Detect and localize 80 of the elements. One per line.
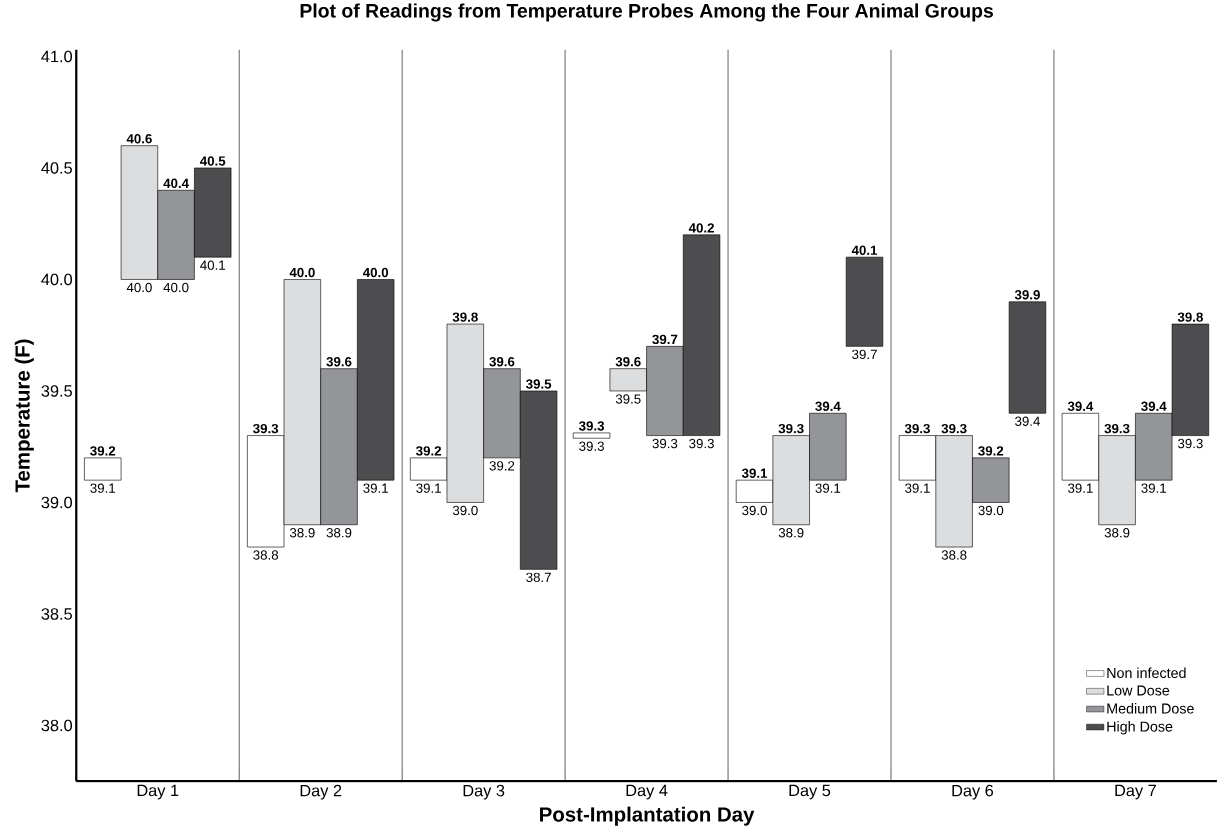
data-label: 39.8 (452, 312, 478, 322)
y-tick-label: 40.0 (41, 273, 73, 286)
data-label: 39.3 (578, 421, 605, 431)
annotation: 39.3 (652, 438, 678, 449)
x-tick-label: Day 7 (1115, 784, 1156, 800)
x-tick-label: Day 1 (137, 784, 179, 800)
data-label: 39.6 (326, 356, 352, 367)
legend-label: Medium Dose (1107, 703, 1194, 714)
data-label: 39.3 (253, 423, 279, 434)
data-label: 40.0 (289, 267, 315, 278)
data-label: 40.2 (688, 223, 714, 233)
annotation: 39.1 (363, 483, 388, 493)
annotation: 38.8 (941, 550, 967, 560)
data-label: 40.0 (362, 267, 389, 278)
annotation: 39.1 (90, 483, 116, 493)
data-label: 40.6 (126, 133, 152, 144)
data-label: 40.4 (163, 178, 189, 188)
legend-label: High Dose (1107, 721, 1173, 735)
data-label: 39.9 (1014, 290, 1040, 300)
annotation: 39.1 (416, 483, 441, 493)
annotation: 38.9 (289, 527, 315, 538)
data-label: 39.1 (741, 468, 768, 478)
annotation: 38.8 (253, 550, 279, 560)
annotation: 38.9 (326, 527, 352, 538)
annotation: 39.0 (978, 505, 1004, 516)
x-tick-label: Day 3 (463, 784, 505, 800)
data-label: 39.2 (416, 446, 442, 456)
x-tick-label: Day 4 (626, 784, 668, 800)
data-label: 39.5 (526, 379, 552, 389)
data-label: 39.3 (941, 423, 967, 434)
y-tick-label: 39.0 (41, 496, 73, 509)
data-label: 39.6 (615, 356, 641, 367)
data-label: 39.8 (1177, 312, 1203, 322)
x-tick-label: Day 2 (300, 784, 342, 800)
annotation: 39.1 (905, 483, 930, 493)
annotation: 38.9 (778, 527, 804, 538)
data-label: 39.3 (1104, 423, 1130, 434)
data-label: 39.6 (489, 356, 515, 367)
data-label: 39.2 (90, 446, 116, 456)
annotation: 39.2 (489, 461, 515, 471)
annotation: 40.0 (163, 282, 189, 293)
annotation: 39.7 (852, 349, 877, 360)
annotation: 39.1 (1141, 483, 1167, 493)
y-tick-label: 38.5 (41, 608, 72, 620)
data-label: 40.5 (200, 156, 226, 166)
annotation: 38.9 (1104, 527, 1130, 538)
bar (1008, 301, 1047, 414)
data-label: 39.4 (1141, 401, 1167, 411)
data-label: 39.2 (978, 446, 1004, 456)
annotation: 39.3 (579, 441, 604, 451)
legend-label: Non infected (1107, 667, 1186, 678)
annotation: 39.3 (1177, 438, 1203, 449)
annotation: 38.7 (526, 572, 551, 582)
x-tick-label: Day 5 (789, 784, 831, 800)
y-axis-title: Temperature (F) (14, 339, 34, 493)
chart-title: Plot of Readings from Temperature Probes Among the Four Animal Groups (300, 3, 993, 22)
legend-label: Low Dose (1107, 685, 1170, 696)
annotation: 39.4 (1015, 416, 1040, 426)
bar (84, 457, 122, 481)
data-label: 39.4 (1067, 401, 1094, 411)
data-label: 39.3 (778, 423, 804, 434)
annotation: 40.1 (200, 260, 226, 270)
annotation: 40.0 (126, 282, 152, 293)
x-tick-label: Day 6 (952, 784, 994, 800)
y-tick-label: 38.0 (41, 719, 73, 732)
bar (845, 256, 884, 347)
y-tick-label: 39.5 (41, 385, 72, 397)
x-axis-title: Post-Implantation Day (540, 806, 755, 826)
annotation: 39.1 (1068, 483, 1093, 493)
data-label: 40.1 (851, 245, 878, 255)
y-tick-label: 41.0 (41, 50, 73, 63)
annotation: 39.5 (615, 394, 641, 404)
annotation: 39.0 (742, 505, 767, 516)
data-label: 39.7 (652, 334, 678, 345)
annotation: 39.3 (689, 438, 714, 449)
data-label: 39.4 (815, 401, 841, 411)
annotation: 39.0 (452, 505, 478, 516)
y-tick-label: 40.5 (41, 162, 72, 174)
data-label: 39.3 (904, 423, 930, 434)
annotation: 39.1 (815, 483, 841, 493)
